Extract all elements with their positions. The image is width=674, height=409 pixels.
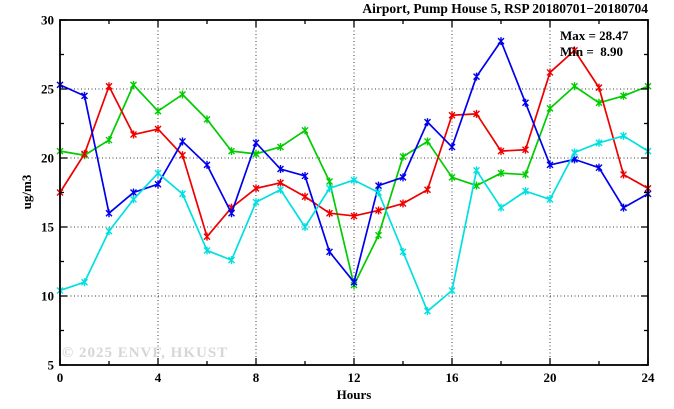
- watermark: © 2025 ENVF, HKUST: [62, 345, 228, 361]
- grid-layer: [60, 20, 648, 365]
- x-axis-label: Hours: [337, 387, 372, 402]
- y-tick-label: 20: [41, 151, 54, 166]
- series-line-2: [59, 49, 649, 238]
- x-tick-label: 12: [348, 370, 361, 385]
- tick-label-layer: 5 10 15 20 25 30 0 4 8 12 16 20 24: [41, 13, 655, 386]
- x-tick-label: 4: [155, 370, 162, 385]
- x-tick-label: 24: [642, 370, 656, 385]
- series-line-3: [59, 40, 649, 284]
- y-tick-label: 5: [48, 358, 55, 373]
- series-markers-2: [56, 46, 652, 241]
- x-tick-label: 20: [544, 370, 557, 385]
- series-layer: [56, 37, 652, 316]
- y-tick-label: 10: [41, 289, 54, 304]
- min-value-label: Min = 8.90: [560, 44, 623, 59]
- frame-layer: [59, 19, 649, 366]
- x-tick-label: 0: [57, 370, 64, 385]
- y-axis-label: ug/m3: [19, 174, 34, 209]
- x-tick-label: 16: [446, 370, 460, 385]
- x-tick-label: 8: [253, 370, 260, 385]
- y-tick-label: 15: [41, 220, 55, 235]
- y-tick-label: 25: [41, 82, 55, 97]
- chart-title: Airport, Pump House 5, RSP 20180701−2018…: [362, 1, 648, 16]
- y-tick-label: 30: [41, 13, 54, 28]
- max-value-label: Max = 28.47: [560, 28, 629, 43]
